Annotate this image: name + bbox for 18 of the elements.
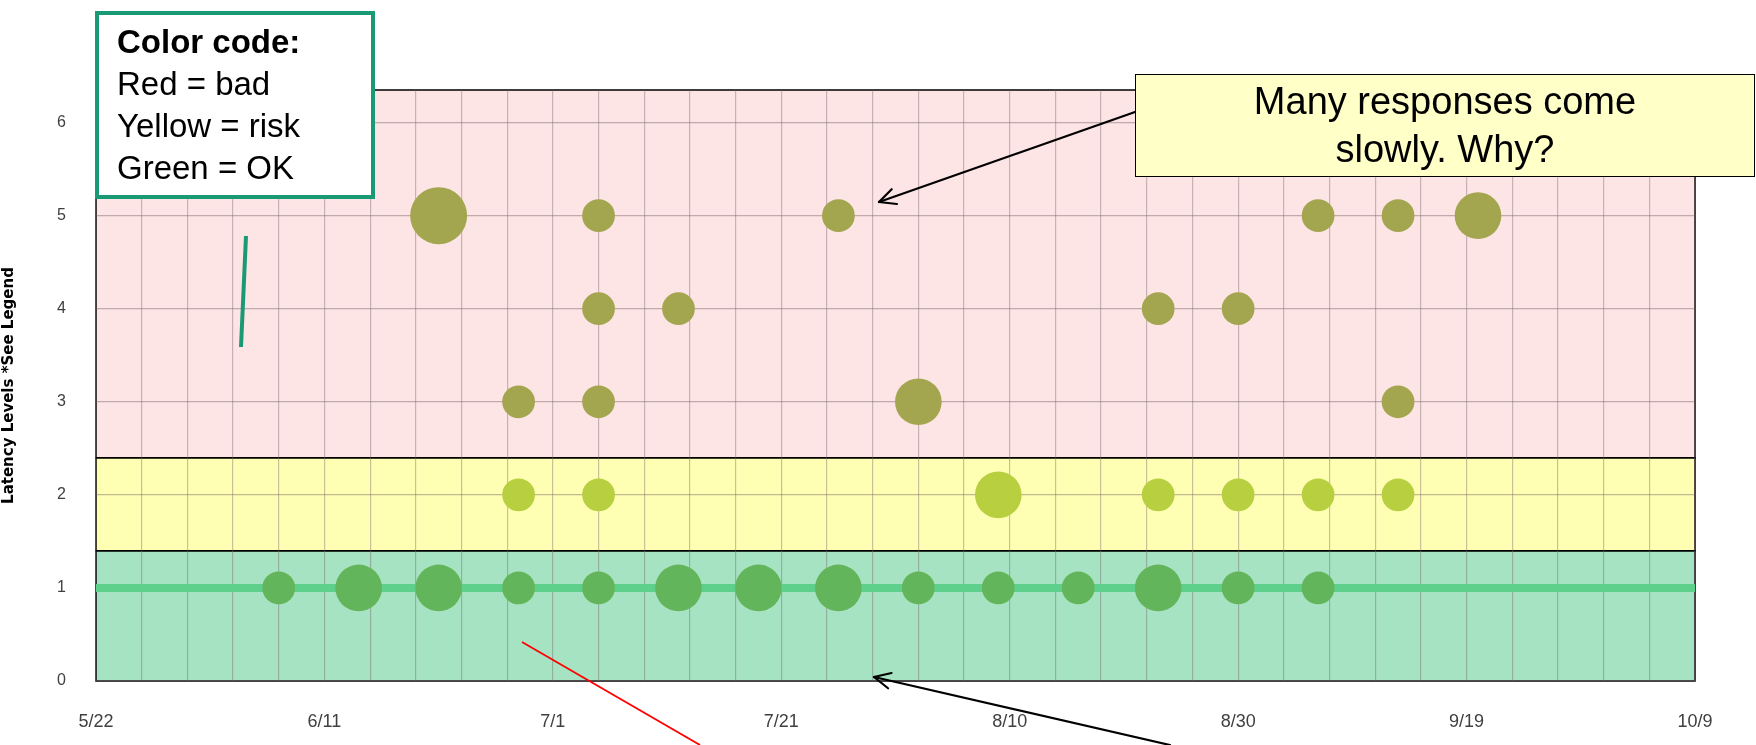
callout-box: Many responses come slowly. Why? <box>1135 74 1755 177</box>
y-tick-label: 6 <box>57 112 67 130</box>
x-tick-label: 8/10 <box>992 710 1028 731</box>
x-tick-label: 10/9 <box>1677 710 1713 731</box>
y-tick-label: 4 <box>57 299 67 317</box>
y-tick-label: 5 <box>57 206 67 224</box>
y-tick-label: 3 <box>57 392 67 410</box>
x-tick-label: 7/1 <box>540 710 566 731</box>
x-tick-label: 7/21 <box>763 710 799 731</box>
y-tick-label: 0 <box>57 671 67 689</box>
x-tick-label: 6/11 <box>307 710 342 731</box>
x-tick-label: 5/22 <box>78 710 114 731</box>
y-axis-title: Latency Levels *See Legend <box>0 267 17 504</box>
annotation: Color code: Red = bad Yellow = risk Green = OK <box>117 22 302 188</box>
y-tick-label: 1 <box>57 578 67 596</box>
y-tick-label: 2 <box>57 485 67 503</box>
x-tick-label: 9/19 <box>1449 710 1485 731</box>
x-tick-label: 8/30 <box>1220 710 1256 731</box>
